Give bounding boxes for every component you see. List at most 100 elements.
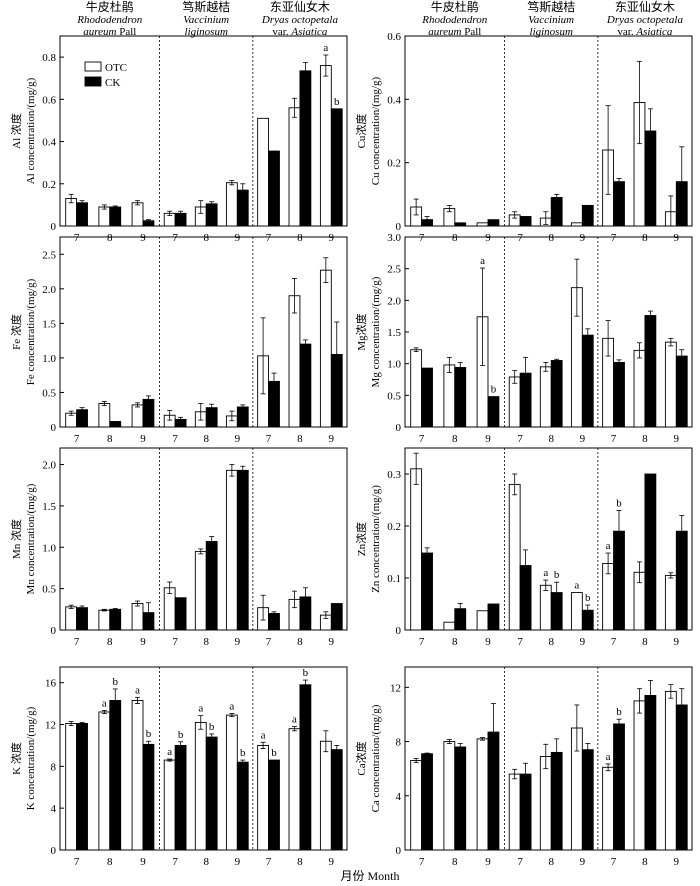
bar-ck (421, 367, 433, 428)
y-tick-label: 0.2 (387, 158, 401, 170)
x-tick-label: 7 (517, 856, 523, 868)
bar-ck (581, 749, 594, 851)
bar-ck (613, 181, 625, 227)
bar-otc (98, 206, 111, 227)
significance-letter: b (209, 721, 215, 733)
species-name-cn: 牛皮杜鹃 (86, 0, 134, 14)
significance-letter: b (585, 592, 591, 604)
x-tick-label: 9 (674, 856, 680, 868)
x-tick-label: 9 (140, 433, 146, 445)
bar-otc (98, 609, 111, 631)
x-tick-label: 7 (74, 232, 80, 244)
y-tick-label: 2.5 (387, 264, 401, 276)
bar-ck (487, 219, 500, 227)
bar-ck (581, 204, 594, 227)
significance-letter: a (606, 540, 611, 552)
x-axis-title: 月份 Month (340, 869, 399, 883)
x-tick-label: 7 (74, 636, 80, 648)
y-tick-label: 1.0 (42, 353, 56, 365)
x-tick-label: 9 (674, 636, 680, 648)
bar-ck (236, 406, 249, 428)
legend-swatch-ck (84, 76, 102, 87)
x-tick-label: 7 (419, 433, 425, 445)
x-tick-label: 9 (580, 232, 586, 244)
significance-letter: b (334, 96, 340, 108)
y-tick-label: 1.0 (42, 542, 56, 554)
x-tick-label: 8 (203, 636, 209, 648)
y-tick-label: 0.5 (42, 387, 56, 399)
bar-otc (570, 592, 583, 631)
species-latin-line2: aureum Pall (83, 26, 136, 38)
y-tick-label: 0 (51, 845, 57, 857)
species-latin-line1: Rhododendron (76, 14, 142, 26)
bar-otc (443, 364, 456, 428)
bar-otc (257, 744, 270, 851)
x-tick-label: 7 (517, 433, 523, 445)
species-latin-line2: liginosum (185, 26, 228, 38)
species-name-cn: 东亚仙女木 (615, 0, 675, 14)
bar-ck (330, 108, 343, 227)
x-tick-label: 9 (235, 856, 241, 868)
bar-otc (163, 587, 176, 631)
y-tick-label: 2.0 (387, 295, 401, 307)
x-tick-label: 9 (329, 856, 335, 868)
x-tick-label: 9 (140, 856, 146, 868)
bar-otc (288, 728, 301, 851)
y-axis-label-en: Al concentration/(mg/g) (25, 77, 37, 184)
bar-ck (644, 473, 657, 631)
bar-ck (550, 197, 563, 227)
significance-letter: b (303, 667, 309, 679)
x-tick-label: 7 (419, 636, 425, 648)
bar-ck (236, 469, 249, 631)
y-tick-label: 0.5 (387, 390, 401, 402)
y-tick-label: 1.5 (387, 327, 401, 339)
x-tick-label: 8 (548, 636, 554, 648)
significance-letter: a (323, 42, 328, 54)
species-latin-line1: Vaccinium (528, 14, 574, 26)
bar-ck (550, 360, 563, 428)
x-tick-label: 7 (611, 636, 617, 648)
y-tick-label: 8 (51, 761, 57, 773)
y-axis-label-en: Mn concentration/(mg/g) (25, 483, 37, 594)
bar-otc (633, 700, 646, 851)
bar-otc (225, 714, 238, 851)
x-tick-label: 8 (642, 636, 648, 648)
x-tick-label: 7 (419, 856, 425, 868)
x-tick-label: 7 (74, 856, 80, 868)
x-tick-label: 8 (452, 856, 458, 868)
bar-otc (257, 117, 270, 227)
x-tick-label: 8 (452, 636, 458, 648)
bar-otc (476, 738, 489, 851)
x-tick-label: 9 (329, 433, 335, 445)
y-tick-label: 2.0 (42, 460, 56, 472)
bar-ck (581, 334, 594, 428)
x-tick-label: 7 (611, 856, 617, 868)
species-latin-line2: aureum Pall (428, 26, 481, 38)
legend-label-ck: CK (105, 77, 120, 89)
bar-otc (65, 606, 78, 631)
bar-otc (410, 760, 423, 851)
bar-ck (421, 753, 433, 851)
bar-ck (268, 759, 280, 851)
x-tick-label: 8 (642, 433, 648, 445)
y-tick-label: 3.0 (387, 232, 401, 244)
x-tick-label: 9 (235, 433, 241, 445)
bar-otc (65, 723, 78, 851)
x-tick-label: 9 (329, 232, 335, 244)
chart-al: 0 0.2 0.4 0.6 0.8 Al 浓度 Al concentration/(mg/g… (9, 0, 348, 244)
y-tick-label: 8 (396, 737, 402, 749)
x-tick-label: 8 (203, 856, 209, 868)
bar-ck (487, 603, 500, 631)
y-tick-label: 0.5 (42, 584, 56, 596)
x-tick-label: 9 (485, 636, 491, 648)
x-tick-label: 7 (172, 636, 178, 648)
significance-letter: b (616, 497, 622, 509)
chart-fe: 0 0.5 1.0 1.5 2.0 2.5 Fe 浓度 Fe concentration/(m… (9, 236, 348, 445)
y-tick-label: 0.8 (42, 52, 56, 64)
bar-ck (205, 541, 218, 631)
bar-ck (76, 607, 88, 631)
bar-otc (602, 766, 615, 851)
bar-otc (539, 584, 552, 631)
species-latin-line1: Dryas octopetala (606, 14, 684, 26)
